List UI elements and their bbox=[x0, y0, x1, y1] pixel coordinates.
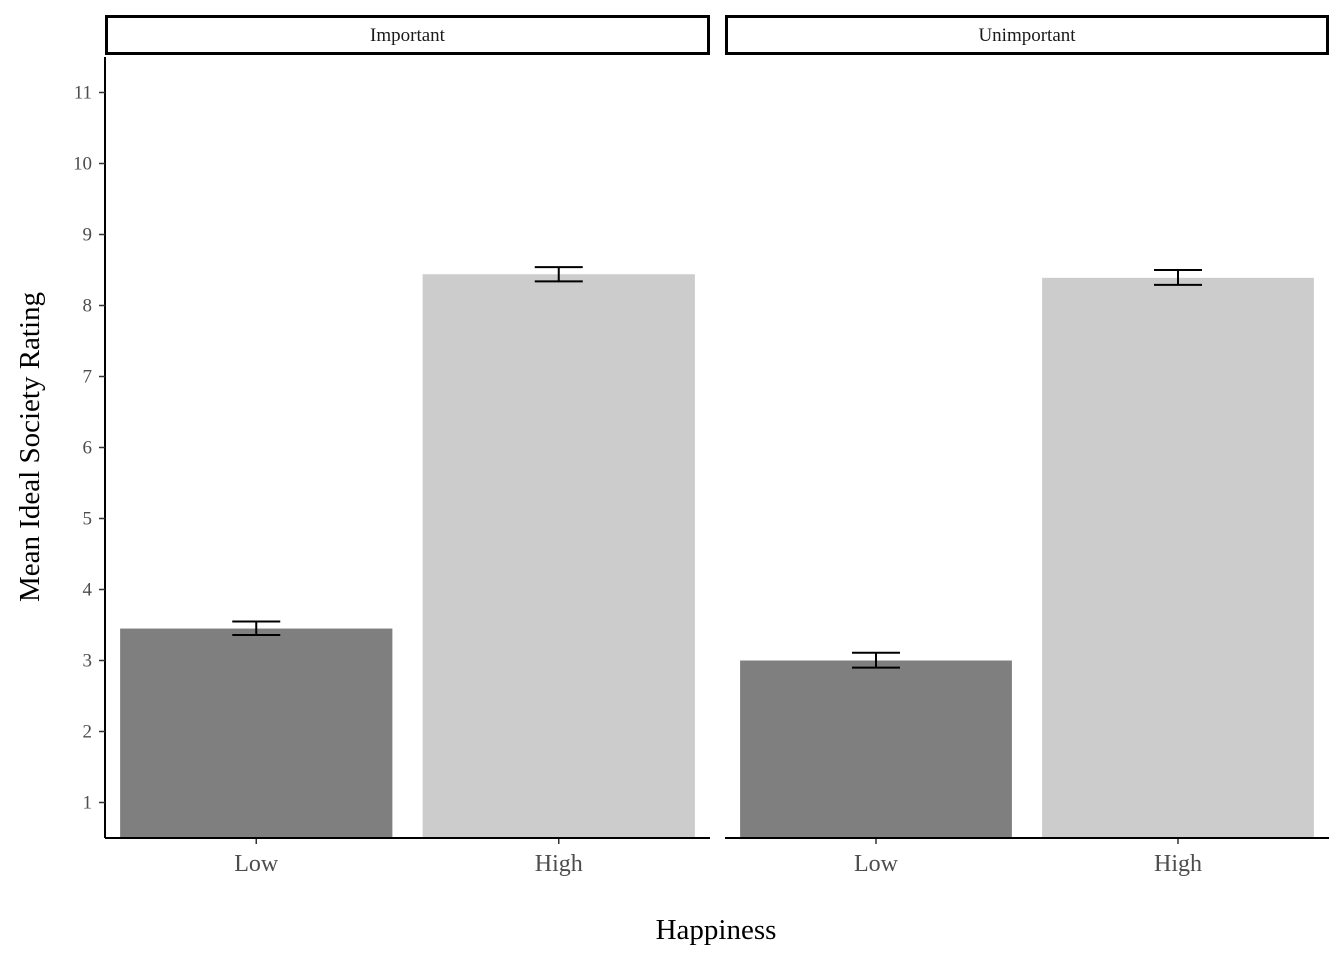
facet-panel-unimportant: Unimportant Low High bbox=[725, 15, 1329, 877]
bar-low bbox=[120, 628, 393, 838]
error-bar bbox=[852, 651, 900, 669]
y-tick-label: 1 bbox=[83, 793, 93, 814]
facet-panel-important: Important Low High 1 2 3 4 5 6 7 8 9 10 11 bbox=[73, 15, 710, 877]
facet-strip bbox=[725, 15, 1329, 55]
x-tick-label: Low bbox=[234, 851, 279, 877]
facet-strip bbox=[105, 15, 710, 55]
y-tick-label: 2 bbox=[83, 722, 93, 743]
error-bar bbox=[534, 266, 583, 283]
x-tick-label: Low bbox=[854, 851, 899, 877]
facet-strip-label: Unimportant bbox=[978, 25, 1076, 46]
error-bar bbox=[1154, 269, 1202, 286]
error-bar bbox=[232, 620, 281, 636]
x-tick-label: High bbox=[535, 851, 583, 877]
y-tick-label: 4 bbox=[83, 580, 93, 601]
bar-high bbox=[422, 274, 695, 838]
y-tick-label: 10 bbox=[73, 154, 92, 175]
y-tick-label: 3 bbox=[83, 651, 93, 672]
y-tick-label: 7 bbox=[83, 367, 93, 388]
y-tick-label: 6 bbox=[83, 438, 93, 459]
y-tick-label: 5 bbox=[83, 509, 93, 530]
bar-low bbox=[740, 660, 1012, 838]
y-tick-label: 11 bbox=[74, 83, 92, 104]
bar-high bbox=[1042, 277, 1314, 838]
x-axis-title: Happiness bbox=[656, 914, 777, 946]
y-tick-label: 9 bbox=[83, 225, 93, 246]
facet-strip-label: Important bbox=[370, 25, 446, 46]
y-tick-label: 8 bbox=[83, 296, 93, 317]
x-tick-label: High bbox=[1154, 851, 1202, 877]
y-axis-title: Mean Ideal Society Rating bbox=[14, 292, 46, 602]
